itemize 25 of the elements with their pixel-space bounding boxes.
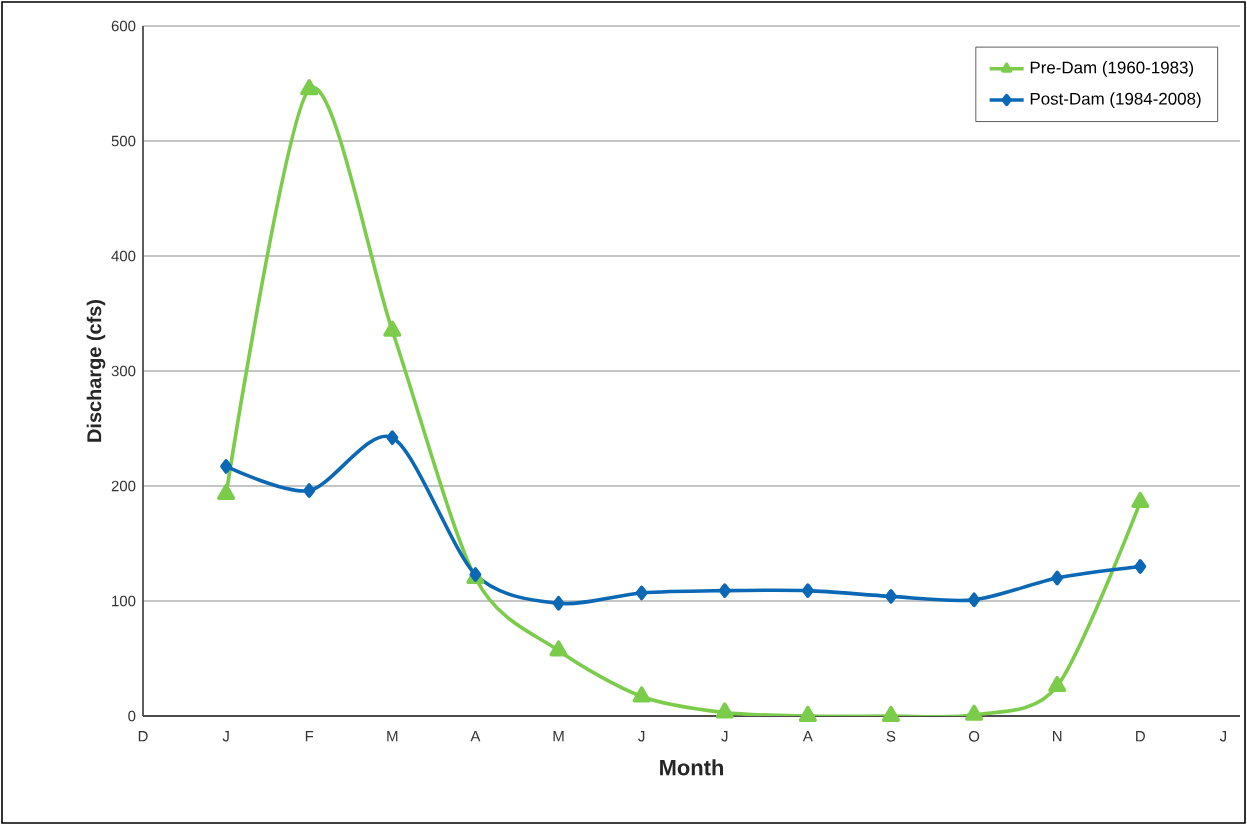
x-tick-label: D <box>138 731 148 742</box>
x-tick-label: J <box>222 731 229 742</box>
legend-label: Pre-Dam (1960-1983) <box>1030 61 1194 77</box>
y-tick-label: 200 <box>111 480 136 492</box>
y-axis-title: Discharge (cfs) <box>86 300 106 442</box>
x-tick-label: D <box>1136 731 1145 742</box>
y-tick-label: 400 <box>111 250 136 262</box>
x-tick-label: O <box>968 731 980 742</box>
x-tick-label: A <box>470 731 481 742</box>
x-tick-label: J <box>721 731 728 742</box>
y-tick-label: 0 <box>128 710 136 722</box>
x-tick-label: M <box>553 731 564 742</box>
x-tick-label: M <box>387 731 398 742</box>
x-tick-label: S <box>886 731 896 742</box>
x-axis-title: Month <box>660 759 724 776</box>
y-tick-label: 100 <box>112 595 136 607</box>
legend-label: Post-Dam (1984-2008) <box>1030 92 1201 109</box>
y-tick-label: 600 <box>111 20 136 32</box>
x-tick-label: N <box>1053 731 1062 742</box>
x-tick-label: J <box>638 731 645 742</box>
y-tick-label: 500 <box>111 135 136 147</box>
x-tick-label: A <box>802 731 813 742</box>
x-tick-label: J <box>1219 731 1227 742</box>
x-tick-label: F <box>305 731 314 742</box>
y-tick-label: 300 <box>111 365 136 377</box>
